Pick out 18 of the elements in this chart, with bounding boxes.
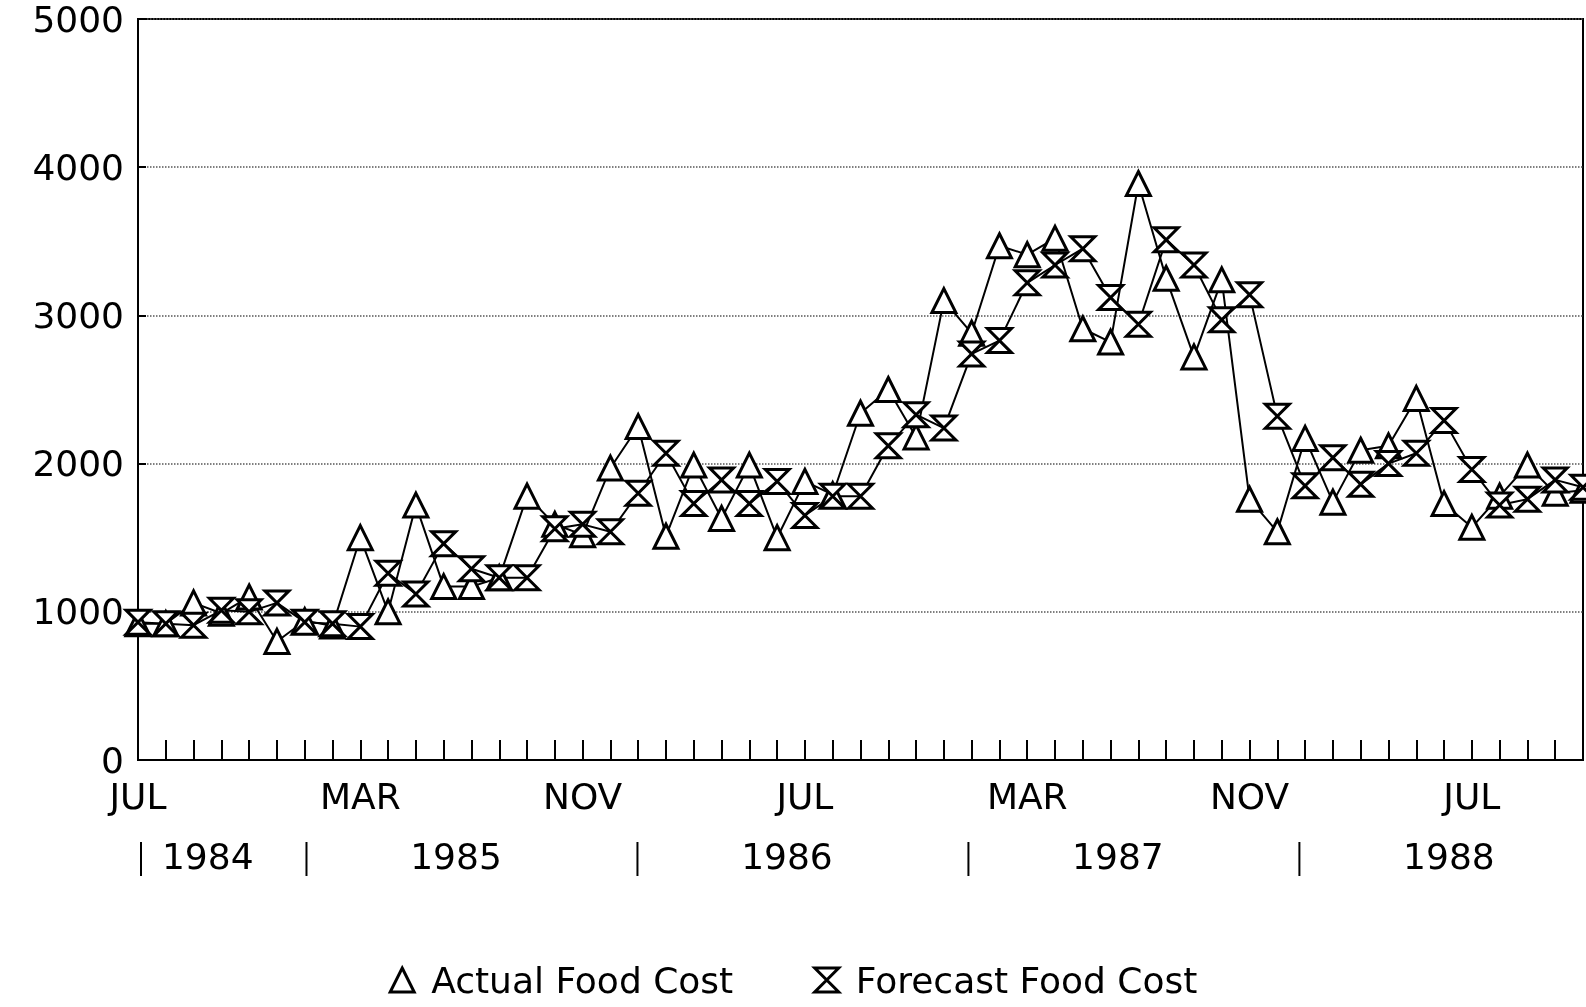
text: 1986 [741, 835, 833, 877]
x-tick-label: MAR [986, 775, 1068, 817]
x-tick-label: JUL [774, 775, 834, 817]
y-tick-label: 3000 [32, 294, 124, 336]
x-tick-label: NOV [542, 775, 623, 817]
text: 1984 [161, 835, 254, 877]
text: 1988 [1403, 835, 1495, 877]
legend-label: Forecast Food Cost [855, 959, 1198, 1001]
y-tick-label: 4000 [32, 146, 124, 188]
x-tick-label: MAR [319, 775, 401, 817]
y-tick-label: 2000 [32, 443, 124, 485]
x-tick-label: JUL [1441, 775, 1501, 817]
y-tick-label: 1000 [32, 591, 124, 633]
text: 1985 [410, 835, 502, 877]
y-tick-label: 5000 [32, 0, 124, 40]
legend-label: Actual Food Cost [431, 959, 734, 1001]
x-tick-label: NOV [1209, 775, 1290, 817]
text: 1987 [1072, 835, 1164, 877]
